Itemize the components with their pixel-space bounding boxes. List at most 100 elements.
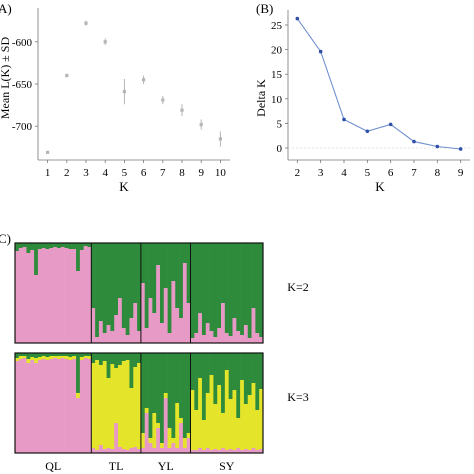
panel-b-x-tick-label: 3 [318, 167, 324, 179]
panel-c-bar-segment [175, 243, 180, 308]
panel-c-k-label: K=2 [287, 280, 308, 294]
panel-a-y-tick-label: -700 [12, 121, 33, 133]
panel-c-bar-segment [240, 380, 245, 450]
panel-c-bar-segment [53, 353, 58, 356]
panel-c-bar-segment [121, 361, 126, 449]
panel-c-bar-segment [213, 243, 218, 337]
panel-c-bar-segment [240, 243, 245, 335]
panel-c-bar-segment [148, 443, 153, 453]
panel-c-bar-segment [251, 353, 256, 383]
panel-c-bar-segment [26, 253, 31, 343]
panel-c-bar-segment [114, 315, 119, 343]
panel-c-bar-segment [98, 445, 104, 453]
panel-c-bar-segment [125, 360, 130, 450]
panel-c-population-label: TL [109, 459, 124, 473]
panel-b-data-point [295, 16, 300, 21]
panel-c-bar-segment [37, 360, 43, 453]
panel-c-bar-segment [247, 338, 252, 343]
panel-c-bar-segment [224, 333, 229, 343]
panel-c-bar-segment [205, 243, 210, 323]
panel-a-x-tick-label: 3 [83, 167, 89, 179]
panel-c-bar-segment [259, 389, 264, 449]
panel-c-plot-k3: K=3 [14, 352, 309, 454]
panel-c-bar-segment [37, 353, 43, 357]
panel-c-bar-segment [87, 353, 92, 356]
panel-c-bar-segment [41, 356, 46, 359]
panel-c-bar-segment [133, 353, 138, 367]
panel-c-bar-segment [79, 250, 84, 343]
panel-c-bar-segment [255, 450, 260, 453]
panel-c-bar-segment [217, 328, 222, 343]
panel-c-bar-segment [118, 243, 123, 298]
panel-c-bar-segment [121, 353, 126, 361]
panel-b-data-point [412, 139, 416, 144]
panel-c-bar-segment [205, 393, 210, 448]
panel-a-x-tick-label: 6 [141, 167, 147, 179]
panel-c-bar-segment [121, 243, 126, 328]
panel-c-bar-segment [251, 448, 256, 453]
panel-c-bar-segment [167, 333, 172, 343]
panel-c-bar-segment [213, 353, 218, 404]
panel-c-bar-segment [76, 243, 81, 271]
panel-c-bar-segment [236, 448, 241, 453]
panel-c-bar-segment [53, 243, 58, 247]
panel-c-bar-segment [156, 423, 161, 428]
panel-c-bar-segment [224, 370, 229, 450]
panel-c-bar-segment [41, 353, 46, 356]
panel-b-x-axis-title: K [375, 179, 385, 194]
panel-c-bar-segment [156, 428, 161, 453]
panel-c-bar-segment [148, 438, 153, 443]
panel-a-data-point [84, 21, 88, 25]
panel-c-bar-segment [201, 450, 207, 453]
panel-c-bar-segment [133, 367, 138, 447]
panel-a-x-tick-label: 7 [160, 167, 166, 179]
panel-c-bar-segment [194, 333, 199, 343]
panel-c-bar-segment [18, 359, 23, 453]
panel-c-bar-segment [201, 353, 207, 420]
panel-c-bar-segment [118, 353, 123, 365]
panel-c-bar-segment [243, 325, 249, 343]
panel-c-bar-segment [152, 313, 157, 343]
panel-c-bar-segment [232, 353, 237, 390]
panel-c-bar-segment [15, 361, 20, 453]
panel-c-bar-segment [64, 243, 69, 248]
panel-c-bar-segment [228, 353, 233, 399]
panel-c-bar-segment [159, 448, 165, 453]
panel-c-bar-segment [156, 243, 161, 265]
panel-c-bar-segment [159, 443, 165, 448]
panel-c-bar-segment [243, 353, 249, 404]
panel-c-bar-segment [114, 353, 119, 368]
panel-c-bar-segment [60, 358, 65, 453]
panel-c-bar-segment [22, 247, 27, 343]
panel-c-bar-segment [76, 398, 81, 453]
panel-b-x-tick-label: 4 [341, 167, 347, 179]
panel-c-bar-segment [133, 303, 138, 343]
panel-c-bar-segment [159, 353, 165, 443]
panel-c-bar-segment [259, 243, 264, 337]
panel-c-bar-segment [171, 438, 176, 443]
panel-b-y-ticks: 0 5 10 15 20 25 [271, 20, 288, 155]
panel-c-bar-segment [247, 353, 252, 395]
panel-c-population-labels: QL TL YL SY [45, 459, 235, 473]
panel-c-bar-segment [41, 248, 46, 343]
panel-c-bar-segment [72, 243, 77, 249]
panel-c-bar-segment [68, 249, 73, 343]
panel-b-y-axis-title: Delta K [254, 79, 268, 117]
panel-c-bar-segment [190, 450, 195, 453]
panel-c-bar-segment [251, 308, 256, 343]
panel-c-bar-segment [243, 449, 249, 453]
panel-c-bar-segment [179, 318, 184, 343]
panel-c-bar-segment [240, 335, 245, 343]
panel-c-bar-segment [41, 243, 46, 248]
panel-b-delta-k-series [295, 16, 463, 151]
panel-c-population-label: YL [158, 459, 174, 473]
panel-c-bar-segment [255, 353, 260, 410]
panel-c-bar-segment [243, 243, 249, 325]
panel-a-x-axis-title: K [119, 179, 129, 194]
panel-c-bar-segment [18, 248, 23, 343]
panel-a-y-axis-title: Mean L(K) ± SD [0, 37, 12, 120]
panel-c-bar-segment [209, 243, 214, 331]
panel-b-x-tick-label: 2 [295, 167, 301, 179]
panel-c-bar-segment [91, 243, 96, 308]
panel-c-bar-segment [79, 360, 84, 453]
